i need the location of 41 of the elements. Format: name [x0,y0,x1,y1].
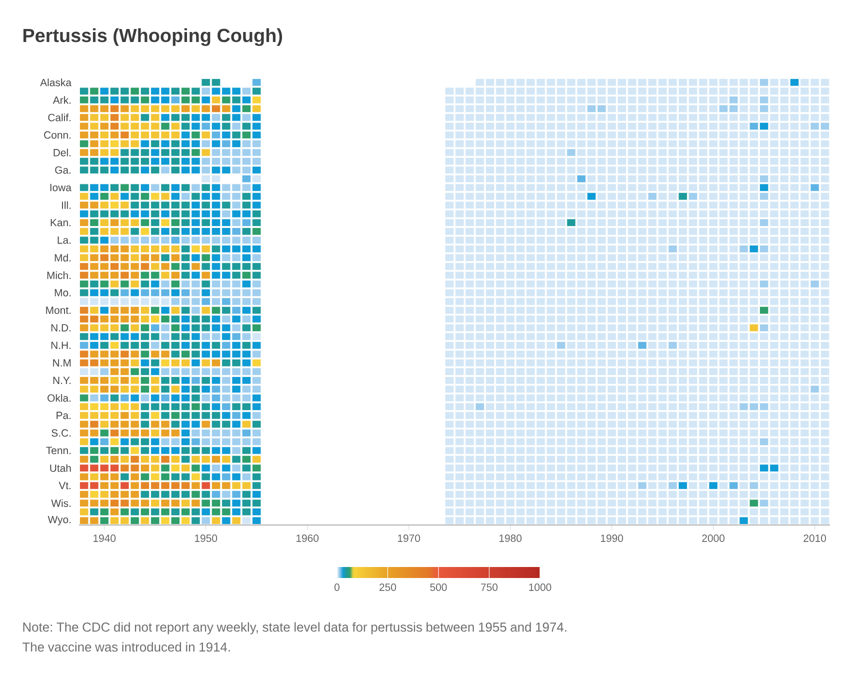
x-tick-label: 1950 [195,534,218,542]
y-tick-label: Del. [54,148,71,156]
y-tick-label: N.D. [51,324,71,332]
y-tick-label: Wyo. [48,516,71,526]
y-tick-label: Mo. [54,289,71,296]
x-tick-label: 1940 [94,534,116,542]
color-bar-label: 250 [380,584,396,591]
x-tick-label: 1990 [600,534,624,542]
y-tick-label: Ark. [52,96,71,104]
x-tick-label: 2000 [702,534,725,542]
y-tick-label: Utah [50,464,71,472]
y-tick-label: Okla. [48,394,71,402]
text: Note: The CDC did not report any weekly, state level data for pertussis between 1955 and 1974. The vaccine was introduced in 1914. [22,622,566,652]
y-tick-label: Ga. [55,166,71,174]
color-bar-label: 500 [430,584,447,591]
y-tick-label: Pa. [56,412,71,420]
y-tick-label: N.M [53,359,71,366]
x-tick-label: 1980 [499,534,522,542]
y-tick-label: Md. [54,254,71,262]
y-tick-label: Mich. [47,271,71,280]
x-tick-label: 1970 [398,534,420,542]
y-tick-label: Calif. [48,114,71,122]
color-bar-label: 0 [334,584,340,591]
y-tick-label: Iowa [50,184,72,192]
y-tick-label: N.Y. [53,376,71,384]
y-tick-label: Vt. [58,482,71,490]
y-tick-label: Wis. [51,499,71,507]
color-bar-label: 750 [481,584,498,591]
chart-title: Pertussis (Whooping Cough) [23,28,282,46]
y-tick-label: Kan. [50,218,71,226]
color-bar-label: 1000 [529,584,552,591]
y-tick-label: Alaska [40,78,72,86]
y-tick-label: La. [58,236,71,244]
x-tick-label: 1960 [296,534,319,542]
y-tick-label: Conn. [44,131,71,139]
y-tick-label: S.C. [52,429,71,437]
x-tick-label: 2010 [804,534,826,542]
y-tick-label: Mont. [46,306,71,314]
y-tick-label: Tenn. [46,446,71,454]
y-tick-label: Ill. [62,201,71,209]
y-tick-label: N.H. [51,342,71,349]
